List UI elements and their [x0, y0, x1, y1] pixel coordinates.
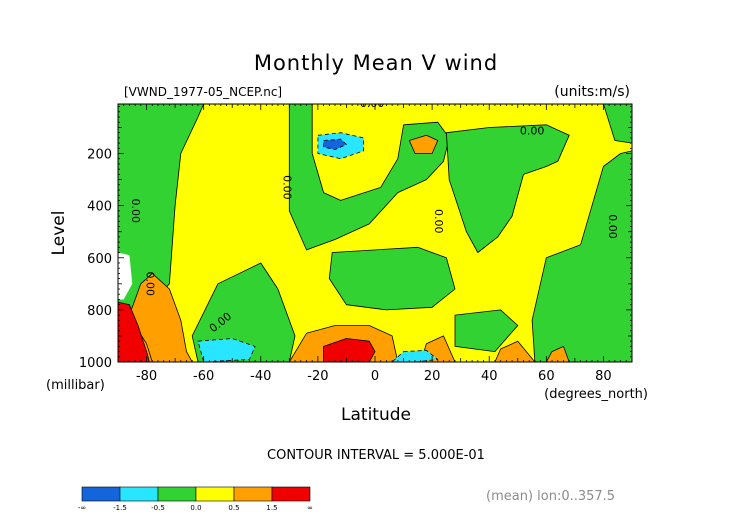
colorbar-swatch-2 — [157, 486, 197, 502]
field-region-4 — [445, 124, 570, 253]
field-region-11 — [408, 134, 439, 154]
field-region-14 — [545, 345, 570, 362]
field-region-7 — [454, 309, 519, 353]
colorbar-label-2: -0.5 — [151, 504, 165, 512]
contour-label-1: 0.00 — [520, 124, 545, 137]
y-axis-units: (millibar) — [46, 378, 105, 393]
colorbar-label-1: -1.5 — [113, 504, 127, 512]
field-region-13 — [494, 340, 536, 362]
y-tick-label-0: 200 — [87, 148, 112, 163]
y-tick-label-1: 400 — [87, 200, 112, 215]
contour-label-3: 0.00 — [129, 199, 142, 224]
wind-field — [118, 104, 632, 362]
x-axis-units: (degrees_north) — [544, 387, 648, 402]
field-region-6 — [603, 104, 632, 144]
field-region-1 — [191, 262, 296, 362]
colorbar-swatch-5 — [271, 486, 311, 502]
mean-label: (mean) lon:0..357.5 — [486, 489, 615, 504]
x-tick-label-6: 40 — [481, 369, 498, 384]
colorbar-swatch-4 — [233, 486, 273, 502]
field-region-3 — [328, 246, 456, 311]
field-region-18 — [197, 338, 256, 362]
y-tick-label-2: 600 — [87, 252, 112, 267]
chart-title: Monthly Mean V wind — [254, 51, 498, 75]
colorbar: -∞ -1.5 -0.5 0.0 0.5 1.5 ∞ — [78, 486, 313, 512]
contour-label-2: 0.00 — [281, 175, 294, 200]
colorbar-swatch-1 — [119, 486, 159, 502]
missing-data-region — [118, 252, 133, 300]
field-region-16 — [323, 338, 376, 362]
contour-label-0: 0.00 — [360, 97, 385, 110]
contour-label-5: 0.00 — [606, 214, 619, 239]
y-tick-label-4: 1000 — [79, 356, 112, 371]
x-tick-label-7: 60 — [538, 369, 555, 384]
field-region-20 — [323, 138, 347, 151]
colorbar-label-3: 0.0 — [190, 504, 201, 512]
colorbar-label-0: -∞ — [78, 504, 86, 512]
colorbar-swatch-3 — [195, 486, 235, 502]
units-label: (units:m/s) — [554, 84, 630, 100]
x-tick-label-2: -40 — [250, 369, 271, 384]
contour-label-4: 0.00 — [432, 209, 445, 234]
colorbar-label-6: ∞ — [307, 504, 313, 512]
plot-area: 0.000.000.000.00 0.00 0.000.000.00 -80 -60-… — [79, 97, 633, 384]
y-axis-label: Level — [49, 211, 69, 256]
y-tick-label-3: 800 — [87, 304, 112, 319]
x-tick-label-8: 80 — [595, 369, 612, 384]
colorbar-swatch-0 — [81, 486, 121, 502]
x-tick-label-4: 0 — [371, 369, 379, 384]
colorbar-label-5: 1.5 — [266, 504, 277, 512]
x-tick-label-5: 20 — [424, 369, 441, 384]
x-tick-label-3: -20 — [307, 369, 328, 384]
contour-label-6: 0.00 — [143, 272, 156, 297]
field-region-5 — [531, 150, 632, 362]
axis-ticks: -80 -60 -40 -20 0 20 40 60 80 200 400 600 800 1000 — [79, 104, 633, 384]
file-label: [VWND_1977-05_NCEP.nc] — [124, 85, 282, 99]
contour-labels: 0.000.000.000.00 0.00 0.000.000.00 — [129, 97, 619, 335]
x-axis-label: Latitude — [341, 405, 411, 425]
colorbar-label-4: 0.5 — [228, 504, 239, 512]
x-tick-label-0: -80 — [136, 369, 157, 384]
contour-interval-text: CONTOUR INTERVAL = 5.000E-01 — [267, 448, 485, 463]
field-region-15 — [118, 301, 150, 362]
x-tick-label-1: -60 — [193, 369, 214, 384]
